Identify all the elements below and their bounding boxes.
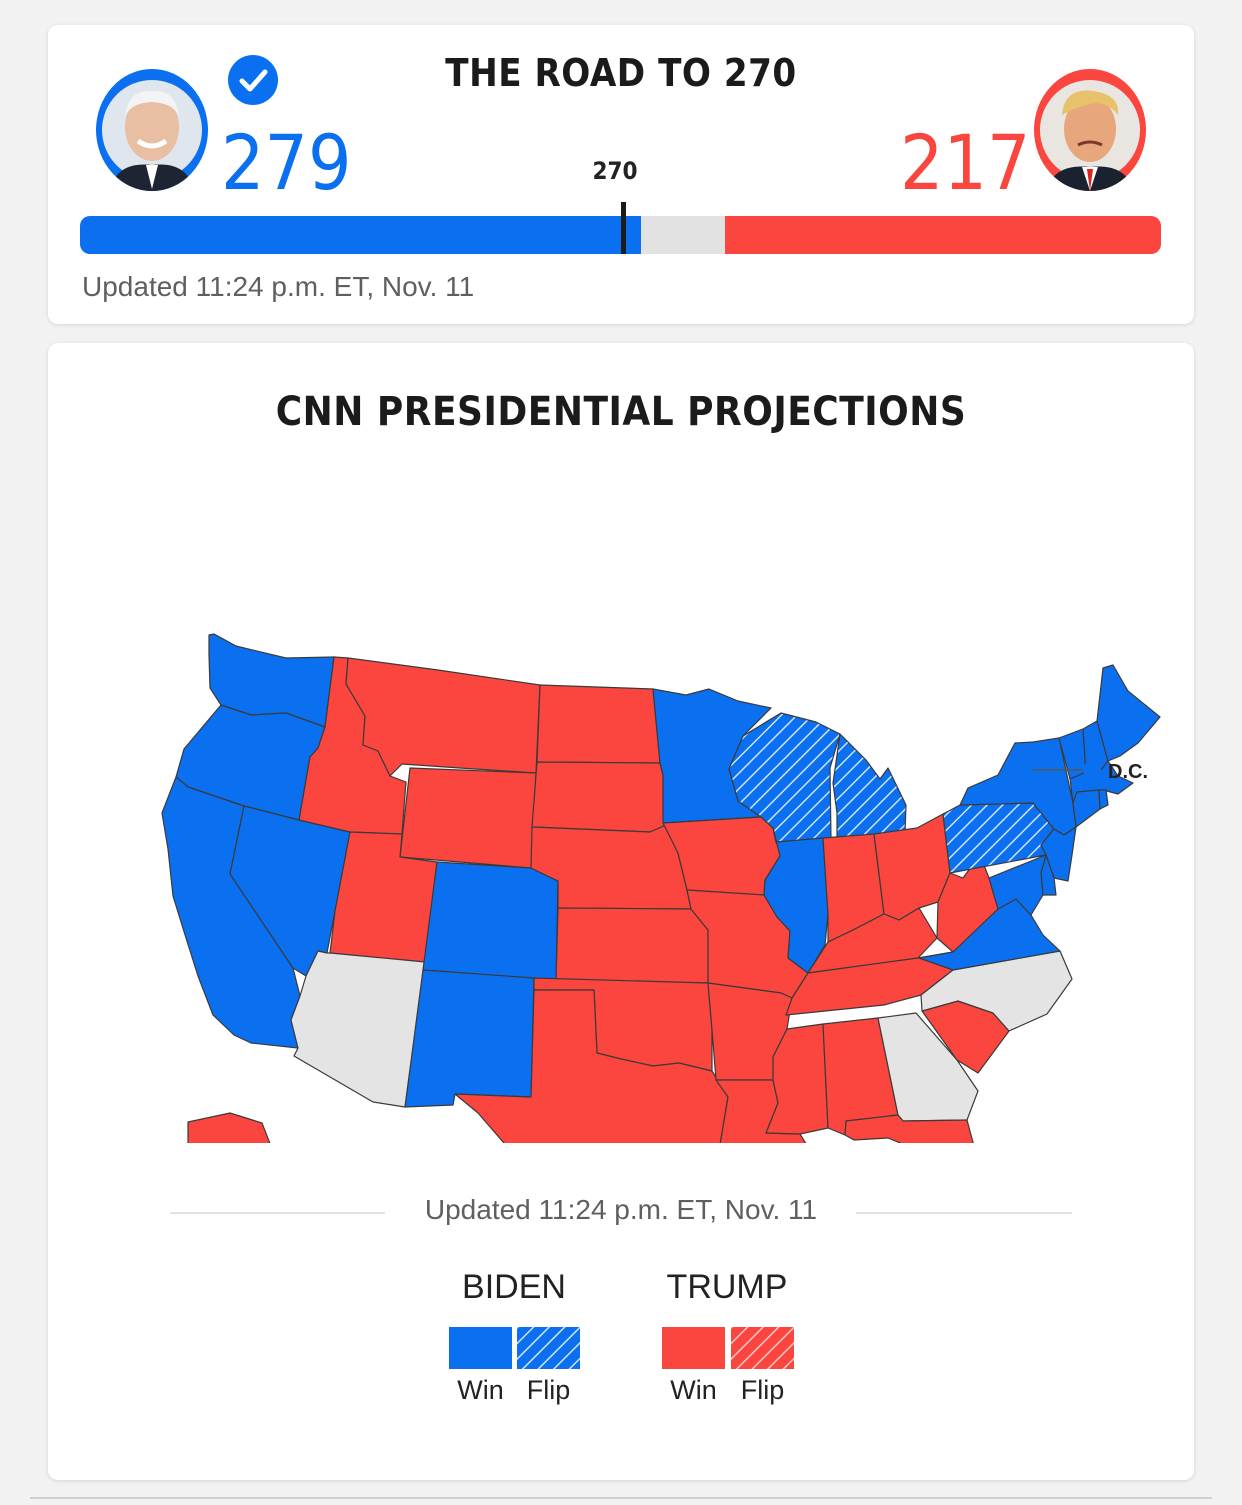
state-wy[interactable] bbox=[399, 767, 537, 869]
threshold-label: 270 bbox=[592, 157, 638, 185]
trump-avatar bbox=[1034, 69, 1146, 191]
map-updated-time: Updated 11:24 p.m. ET, Nov. 11 bbox=[424, 1194, 818, 1225]
biden-electoral-votes: 279 bbox=[221, 118, 352, 207]
road-title: THE ROAD TO 270 bbox=[445, 51, 797, 95]
state-me[interactable] bbox=[1096, 664, 1161, 762]
dc-callout: D.C. bbox=[1033, 761, 1148, 783]
legend-trump-heading: TRUMP bbox=[666, 1268, 788, 1306]
dc-label: D.C. bbox=[1108, 761, 1148, 783]
biden-avatar bbox=[96, 69, 208, 191]
projections-card: CNN PRESIDENTIAL PROJECTIONS D.C. Update… bbox=[48, 343, 1194, 1480]
legend-biden-flip-swatch bbox=[517, 1327, 580, 1369]
legend-trump-flip-label: Flip bbox=[740, 1375, 785, 1405]
state-co[interactable] bbox=[422, 861, 559, 981]
state-sd[interactable] bbox=[531, 761, 667, 833]
state-md[interactable] bbox=[988, 854, 1047, 916]
legend-biden-win-label: Win bbox=[457, 1375, 504, 1405]
divider-right bbox=[856, 1212, 1072, 1214]
state-az[interactable] bbox=[290, 950, 426, 1108]
legend-biden-flip-label: Flip bbox=[526, 1375, 571, 1405]
threshold-marker bbox=[620, 202, 626, 254]
state-tx[interactable] bbox=[454, 989, 729, 1143]
state-ak[interactable] bbox=[118, 1112, 354, 1143]
divider-left bbox=[170, 1212, 385, 1214]
state-ct[interactable] bbox=[1072, 789, 1101, 828]
dem-progress-segment bbox=[80, 216, 641, 254]
state-nj[interactable] bbox=[1040, 826, 1077, 882]
page-bottom-rule bbox=[30, 1497, 1212, 1499]
legend-trump-win-swatch bbox=[662, 1327, 725, 1369]
winner-check-icon bbox=[228, 55, 278, 105]
state-ri[interactable] bbox=[1098, 789, 1109, 810]
state-mt[interactable] bbox=[345, 657, 541, 777]
map-title: CNN PRESIDENTIAL PROJECTIONS bbox=[275, 389, 967, 435]
trump-electoral-votes: 217 bbox=[900, 118, 1031, 207]
rep-progress-segment bbox=[724, 216, 1161, 254]
state-ks[interactable] bbox=[555, 907, 709, 984]
road-to-270-card: THE ROAD TO 270 279 217 270 bbox=[48, 25, 1194, 324]
legend-biden-heading: BIDEN bbox=[462, 1268, 566, 1306]
us-electoral-map: D.C. bbox=[118, 633, 1161, 1143]
state-fl[interactable] bbox=[844, 1114, 1018, 1143]
state-nm[interactable] bbox=[404, 969, 535, 1108]
legend-trump-win-label: Win bbox=[670, 1375, 717, 1405]
state-nd[interactable] bbox=[536, 684, 661, 764]
legend-trump-flip-swatch bbox=[731, 1327, 794, 1369]
top-updated-time: Updated 11:24 p.m. ET, Nov. 11 bbox=[82, 271, 475, 302]
legend-biden-win-swatch bbox=[449, 1327, 512, 1369]
